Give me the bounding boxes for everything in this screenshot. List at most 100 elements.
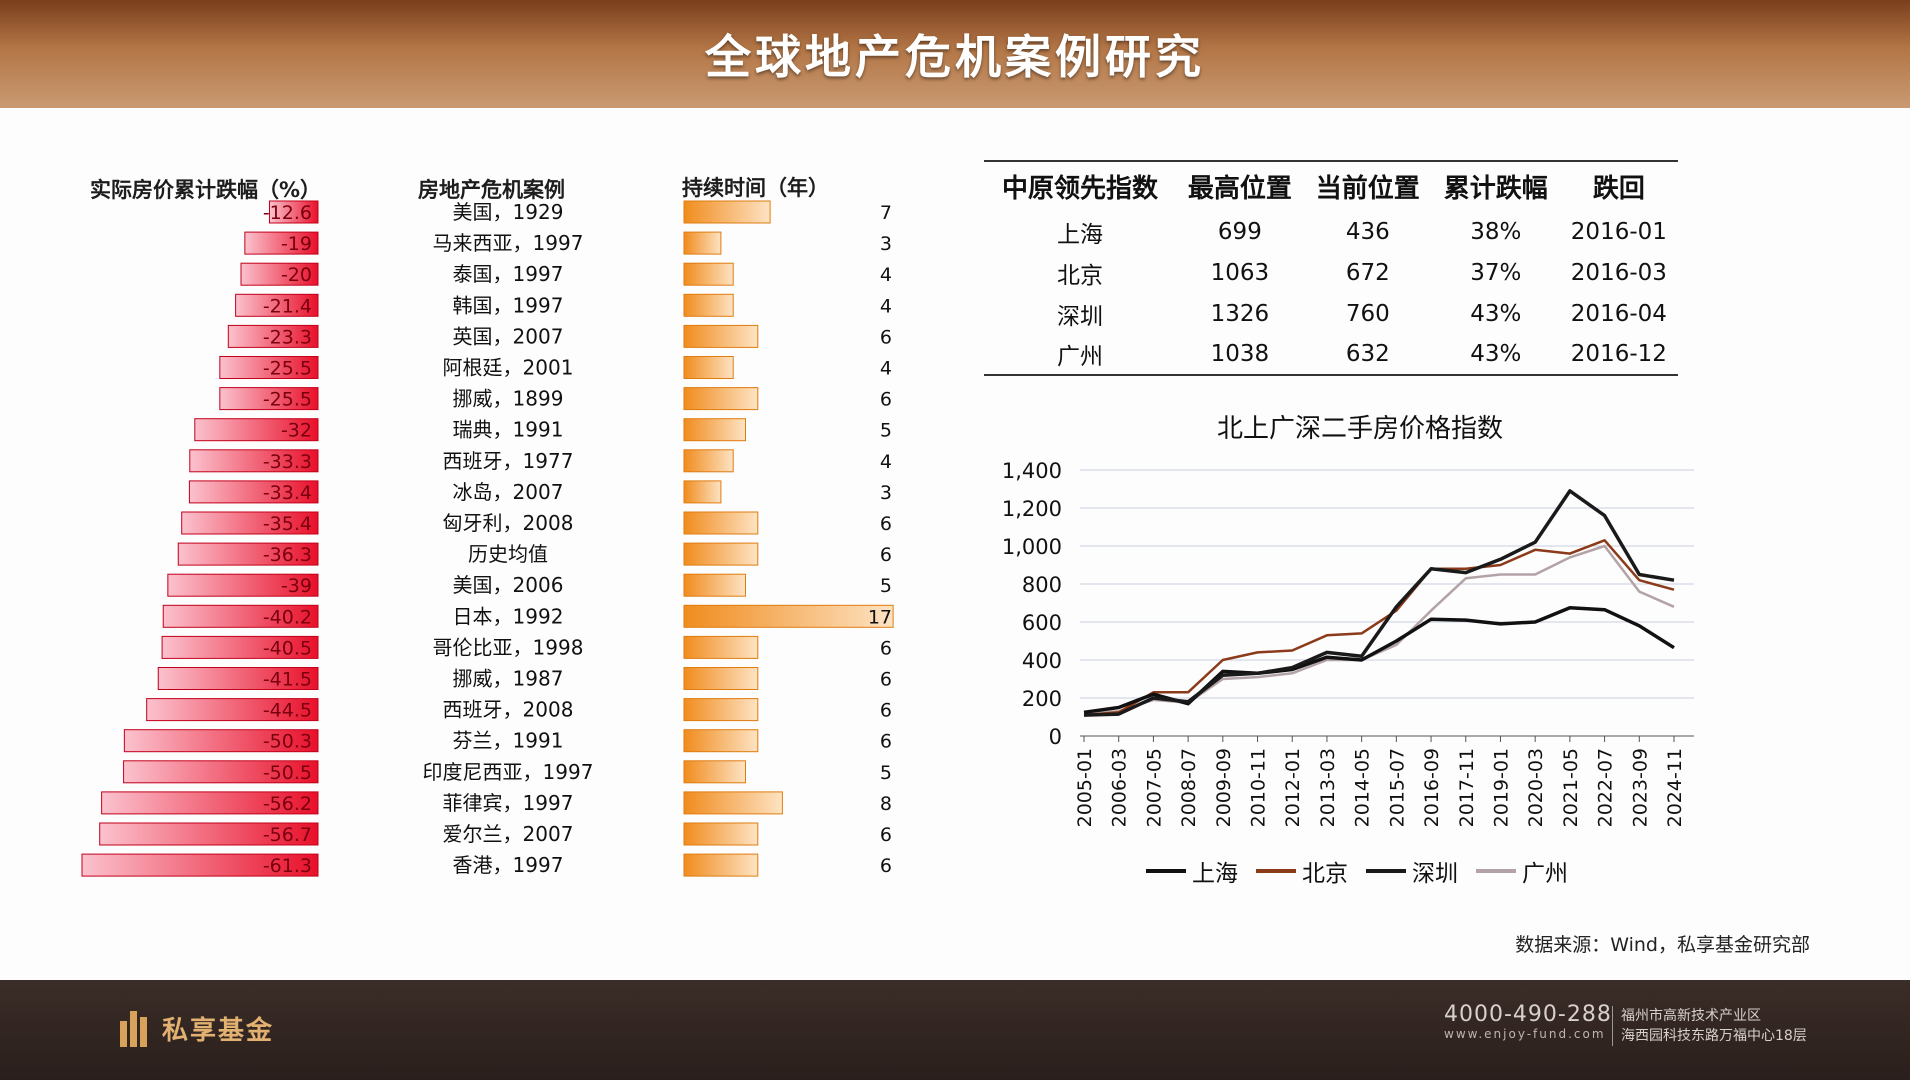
drop-bar: [189, 449, 319, 473]
case-label: 西班牙，2008: [443, 698, 574, 722]
drop-value-label: -44.5: [263, 700, 312, 722]
duration-bar: [683, 387, 759, 411]
duration-bar: [683, 511, 759, 535]
duration-value-label: 6: [880, 731, 892, 753]
case-label: 美国，1929: [453, 200, 564, 224]
series-line-beijing: [1083, 539, 1675, 717]
y-tick-label: 1,400: [1002, 459, 1062, 483]
drop-value-label: -33.3: [263, 451, 312, 473]
drop-value-label: -25.5: [263, 358, 312, 380]
y-tick-label: 1,200: [1002, 497, 1062, 521]
drop-value-label: -20: [281, 264, 312, 286]
case-label: 匈牙利，2008: [443, 511, 574, 535]
case-label: 印度尼西亚，1997: [423, 760, 594, 784]
table-cell: 43%: [1470, 300, 1522, 327]
content-area: 实际房价累计跌幅（%） 房地产危机案例 持续时间（年） -12.6 美国，1929…: [0, 108, 1910, 980]
website: www.enjoy-fund.com: [1444, 1027, 1606, 1041]
x-tick-label: 2013-03: [1317, 748, 1339, 827]
case-label: 哥伦比亚，1998: [433, 635, 584, 659]
drop-value-label: -40.5: [263, 637, 312, 659]
case-label: 冰岛，2007: [453, 480, 564, 504]
drop-value-label: -40.2: [263, 606, 312, 628]
duration-value-label: 8: [880, 793, 892, 815]
table-cell: 广州: [1056, 344, 1103, 370]
duration-value-label: 6: [880, 637, 892, 659]
drop-bar: [101, 791, 319, 815]
duration-value-label: 6: [880, 544, 892, 566]
drop-bar: [219, 387, 319, 411]
drop-bar: [161, 635, 319, 659]
case-label: 英国，2007: [453, 324, 564, 348]
duration-value-label: 17: [868, 606, 892, 628]
legend-swatch: [1256, 869, 1296, 873]
address-line: 海西园科技东路万福中心18层: [1621, 1028, 1807, 1044]
table-cell: 上海: [1056, 221, 1103, 248]
legend-item-shanghai: 上海: [1146, 854, 1238, 888]
drop-bar: [99, 822, 319, 846]
table-cell: 1326: [1210, 300, 1270, 327]
drop-value-label: -56.2: [263, 793, 312, 815]
drop-value-label: -50.5: [263, 762, 312, 784]
case-label: 爱尔兰，2007: [443, 822, 574, 846]
duration-bar: [683, 262, 734, 286]
duration-value-label: 3: [880, 482, 892, 504]
duration-bar: [683, 356, 734, 379]
duration-bar: [683, 760, 746, 784]
drop-bar: [194, 418, 319, 442]
table-cell: 2016-01: [1570, 218, 1667, 245]
table-row: 广州 1038 632 43% 2016-12: [984, 334, 1678, 375]
drop-value-label: -35.4: [263, 513, 312, 535]
x-tick-label: 2014-05: [1352, 748, 1374, 827]
duration-bar: [683, 200, 771, 224]
x-tick-label: 2010-11: [1248, 748, 1270, 827]
case-label: 芬兰，1991: [453, 729, 564, 753]
drop-value-label: -25.5: [263, 389, 312, 411]
table-cell: 760: [1345, 300, 1390, 327]
y-tick-label: 600: [1022, 611, 1062, 635]
drop-value-label: -33.4: [263, 482, 312, 504]
table-cell: 2016-12: [1570, 341, 1667, 367]
duration-value-label: 4: [880, 295, 892, 317]
case-label: 韩国，1997: [453, 293, 564, 317]
price-index-line-chart: 0 200 400 600 800 1,000 1,200 1,400 2005-01 2006-…: [1002, 459, 1694, 827]
data-source-note: 数据来源：Wind，私享基金研究部: [1515, 934, 1810, 956]
address: 福州市高新技术产业区 海西园科技东路万福中心18层: [1612, 1006, 1807, 1046]
x-tick-label: 2008-07: [1178, 748, 1200, 827]
table-cell: 37%: [1470, 259, 1522, 286]
duration-bar: [683, 418, 746, 442]
table-header: 跌回: [1592, 174, 1645, 204]
legend-label: 深圳: [1412, 861, 1458, 887]
legend-swatch: [1476, 869, 1516, 873]
x-tick-label: 2024-11: [1664, 748, 1686, 827]
case-label: 菲律宾，1997: [443, 791, 574, 815]
table-cell: 436: [1345, 218, 1390, 245]
case-label: 日本，1992: [453, 604, 564, 628]
table-cell: 38%: [1470, 218, 1522, 245]
drop-value-label: -12.6: [263, 202, 312, 224]
logo-text: 私享基金: [162, 1016, 275, 1046]
y-tick-label: 800: [1022, 573, 1062, 597]
x-tick-label: 2020-03: [1525, 748, 1547, 827]
table-header: 累计跌幅: [1443, 174, 1548, 204]
case-label: 历史均值: [468, 542, 548, 566]
duration-value-label: 7: [880, 202, 892, 224]
case-label: 瑞典，1991: [453, 418, 564, 442]
drop-value-label: -39: [281, 575, 312, 597]
duration-bar: [683, 729, 759, 753]
y-tick-label: 1,000: [1002, 535, 1062, 559]
drop-bar: [123, 760, 319, 784]
case-column-header: 房地产危机案例: [418, 178, 565, 202]
drop-bar: [181, 511, 319, 535]
case-label: 西班牙，1977: [443, 449, 574, 473]
x-tick-label: 2022-07: [1595, 748, 1617, 827]
legend-swatch: [1366, 869, 1406, 873]
drop-bar: [235, 293, 319, 317]
duration-value-label: 6: [880, 700, 892, 722]
drop-value-label: -21.4: [263, 295, 312, 317]
table-row: 上海 699 436 38% 2016-01: [984, 211, 1678, 252]
drop-bar: [227, 324, 319, 348]
table-cell: 2016-04: [1570, 300, 1667, 327]
drop-column-header: 实际房价累计跌幅（%）: [90, 178, 322, 202]
x-tick-label: 2016-09: [1421, 748, 1443, 827]
duration-bar: [683, 231, 722, 255]
